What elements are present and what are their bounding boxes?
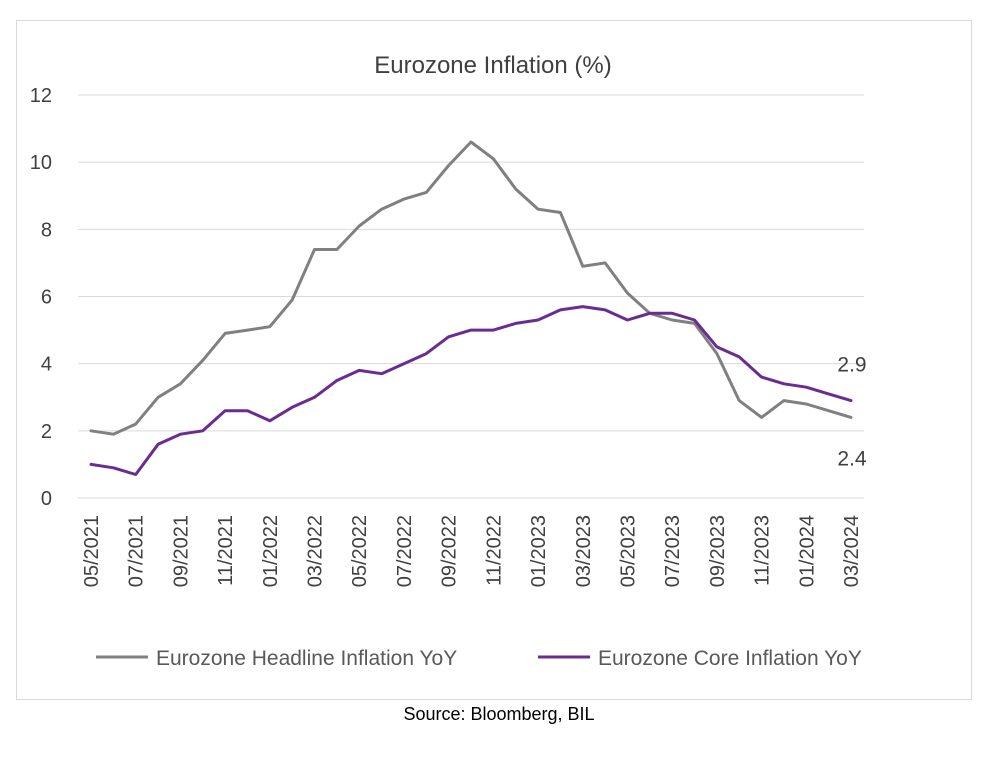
x-tick-label: 03/2024	[841, 515, 863, 587]
y-axis: 0 2 4 6 8 10 12	[30, 85, 52, 510]
x-tick-label: 03/2023	[573, 515, 595, 587]
source-caption: Source: Bloomberg, BIL	[403, 704, 595, 724]
y-tick-label: 8	[41, 219, 52, 241]
x-tick-label: 05/2021	[81, 515, 103, 587]
series-lines	[89, 140, 853, 476]
y-tick-label: 6	[41, 287, 52, 309]
x-tick-label: 11/2023	[752, 515, 774, 586]
x-tick-label: 01/2022	[260, 515, 282, 587]
x-axis: 05/2021 07/2021 09/2021 11/2021 01/2022 03/20…	[81, 515, 863, 587]
chart-frame	[16, 20, 972, 700]
legend-label: Eurozone Headline Inflation YoY	[156, 647, 457, 670]
data-label: 2.9	[837, 354, 866, 377]
headline-inflation-line	[89, 140, 853, 436]
x-tick-label: 07/2023	[662, 515, 684, 587]
legend-label: Eurozone Core Inflation YoY	[598, 647, 862, 670]
chart-title: Eurozone Inflation (%)	[374, 52, 611, 79]
y-tick-label: 2	[41, 421, 52, 443]
x-tick-label: 01/2023	[528, 515, 550, 587]
legend: Eurozone Headline Inflation YoY Eurozone …	[96, 647, 862, 670]
y-tick-label: 4	[41, 354, 52, 376]
core-inflation-line	[89, 305, 853, 476]
x-tick-label: 09/2022	[439, 515, 461, 587]
y-tick-label: 12	[30, 85, 52, 107]
y-tick-label: 0	[41, 488, 52, 510]
x-tick-label: 09/2021	[170, 515, 192, 587]
x-tick-label: 05/2022	[349, 515, 371, 587]
x-tick-label: 05/2023	[617, 515, 639, 587]
annotations: 2.9 2.4	[837, 354, 867, 471]
x-tick-label: 07/2022	[394, 515, 416, 587]
x-tick-label: 11/2021	[215, 515, 237, 586]
x-tick-label: 11/2022	[483, 515, 505, 586]
x-tick-label: 01/2024	[796, 515, 818, 587]
x-tick-label: 09/2023	[707, 515, 729, 587]
x-tick-label: 07/2021	[126, 515, 148, 587]
y-tick-label: 10	[30, 152, 52, 174]
x-tick-label: 03/2022	[305, 515, 327, 587]
gridlines	[78, 94, 864, 499]
data-label: 2.4	[837, 447, 867, 470]
chart-canvas: Eurozone Inflation (%) 0 2 4 6 8 10 12 05/2021…	[30, 52, 867, 670]
